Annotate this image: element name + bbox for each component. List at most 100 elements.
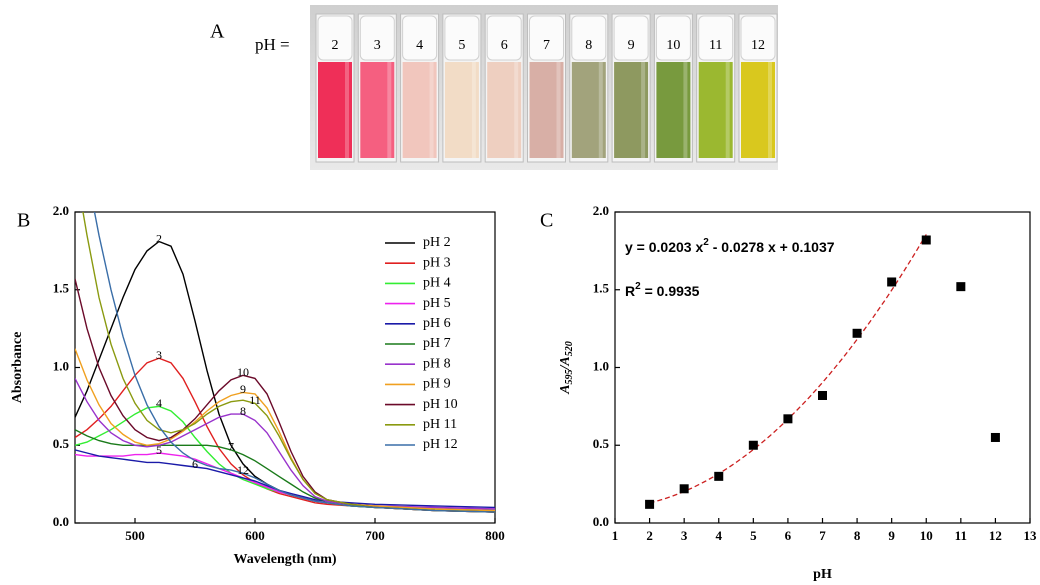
curve-tag: 5 — [156, 443, 162, 457]
cuvette-cap — [486, 15, 522, 61]
cuvette-label: 6 — [501, 38, 508, 53]
x-tick-label: 4 — [716, 528, 723, 543]
x-tick-label: 800 — [485, 528, 505, 543]
data-point — [714, 471, 724, 481]
x-tick-label: 700 — [365, 528, 385, 543]
cuvette-cap — [740, 15, 776, 61]
data-point — [783, 414, 793, 424]
x-tick-label: 10 — [920, 528, 933, 543]
legend-label: pH 7 — [423, 336, 451, 351]
fit-equation: y = 0.0203 x2 - 0.0278 x + 0.1037 — [625, 237, 835, 255]
fit-curve — [649, 234, 927, 504]
panel-label: B — [17, 210, 30, 232]
r-squared-part: R — [625, 283, 635, 299]
spectrum-line — [82, 212, 495, 513]
curve-tag: 7 — [228, 440, 234, 454]
legend-label: pH 12 — [423, 437, 458, 452]
cuvette-shine — [768, 62, 772, 158]
y-tick-label: 0.0 — [593, 514, 609, 529]
cuvette-solution — [571, 62, 606, 158]
y-tick-label: 1.5 — [53, 281, 70, 296]
series-group — [75, 212, 495, 513]
curve-tag: 2 — [156, 231, 162, 245]
data-point — [818, 390, 827, 400]
x-axis-label: pH — [813, 567, 832, 582]
legend-label: pH 8 — [423, 356, 451, 371]
data-point — [852, 328, 862, 338]
cuvette-shine — [683, 62, 688, 158]
chart-panel: B 500 600 700 800 0.0 0.5 1.0 1.5 2.0 Wavelength (… — [10, 203, 505, 567]
ph-prefix: pH = — [255, 35, 290, 54]
cuvette-solution — [741, 62, 775, 158]
cuvette-cap — [655, 15, 691, 61]
cuvette-label: 11 — [709, 38, 722, 53]
y-tick-label: 2.0 — [53, 203, 69, 218]
curve-tag: 8 — [240, 404, 246, 418]
cuvette-shine — [514, 62, 519, 158]
legend-label: pH 6 — [423, 316, 451, 331]
cuvette-shine — [641, 62, 646, 158]
cuvette-label: 3 — [374, 38, 381, 53]
y-axis-label-part: /A — [558, 356, 573, 370]
cuvette-solution — [656, 62, 691, 158]
x-axis-label: Wavelength (nm) — [233, 552, 336, 567]
y-tick-label: 1.0 — [593, 358, 609, 373]
y-tick-label: 2.0 — [593, 203, 609, 218]
x-tick-label: 6 — [785, 528, 792, 543]
x-tick-label: 2 — [646, 528, 653, 543]
x-tick-label: 9 — [888, 528, 895, 543]
cuvette-cap — [698, 15, 734, 61]
legend-label: pH 9 — [423, 377, 451, 392]
x-tick-label: 13 — [1024, 528, 1038, 543]
cuvette-solution — [402, 62, 437, 158]
curve-tag: 9 — [240, 382, 246, 396]
curve-tag: 10 — [237, 365, 249, 379]
plot-frame — [614, 211, 1031, 524]
cuvette-label: 2 — [332, 38, 339, 53]
data-point — [887, 277, 897, 287]
y-tick-label: 1.0 — [53, 358, 69, 373]
y-axis-label: Absorbance — [10, 332, 25, 404]
x-tick-label: 11 — [955, 528, 967, 543]
cuvette-shine — [345, 62, 349, 158]
spectrum-line — [75, 378, 495, 510]
legend-label: pH 11 — [423, 417, 457, 432]
x-tick-label: 5 — [750, 528, 757, 543]
data-point — [956, 282, 966, 292]
cuvette-label: 9 — [628, 38, 635, 53]
cuvette-shine — [471, 62, 476, 158]
cuvette-shine — [598, 62, 603, 158]
curve-tag: 12 — [237, 463, 249, 477]
cuvette-cap — [613, 15, 649, 61]
r-squared-part: = 0.9935 — [641, 283, 700, 299]
y-axis-label-part: 595 — [564, 369, 575, 384]
cuvette-solution — [360, 62, 395, 158]
cuvette-cap — [444, 15, 480, 61]
fit-equation-part: y = 0.0203 x — [625, 239, 703, 255]
y-axis-label-part: A — [558, 384, 573, 394]
cuvette-label: 5 — [458, 38, 465, 53]
cuvette-shine — [725, 62, 730, 158]
legend-label: pH 5 — [423, 296, 451, 311]
y-tick-label: 0.0 — [53, 514, 69, 529]
chart-panel: C1 2 3 4 5 6 7 8 9 10 11 12 130.00.51.01.52.0pHA595/… — [540, 203, 1037, 582]
cuvette-solution — [698, 62, 733, 158]
data-point — [748, 440, 758, 450]
cuvette-cap — [571, 15, 607, 61]
panel-label: C — [540, 210, 553, 232]
spectrum-line — [75, 449, 495, 509]
legend-label: pH 10 — [423, 397, 458, 412]
curve-tag: 11 — [249, 393, 261, 407]
cuvette-cap — [529, 15, 564, 61]
cuvette-label: 8 — [585, 38, 592, 53]
spectrum-line — [75, 357, 495, 513]
legend-label: pH 3 — [423, 255, 451, 270]
cuvette-shine — [387, 62, 392, 158]
spectrum-line — [75, 278, 495, 513]
cuvette-solution — [444, 62, 479, 158]
x-tick-label: 1 — [612, 528, 619, 543]
cuvette-shine — [556, 62, 561, 158]
y-tick-label: 0.5 — [53, 436, 70, 451]
fit-equation-part: 2 — [703, 237, 709, 248]
cuvette-solution — [614, 62, 649, 158]
